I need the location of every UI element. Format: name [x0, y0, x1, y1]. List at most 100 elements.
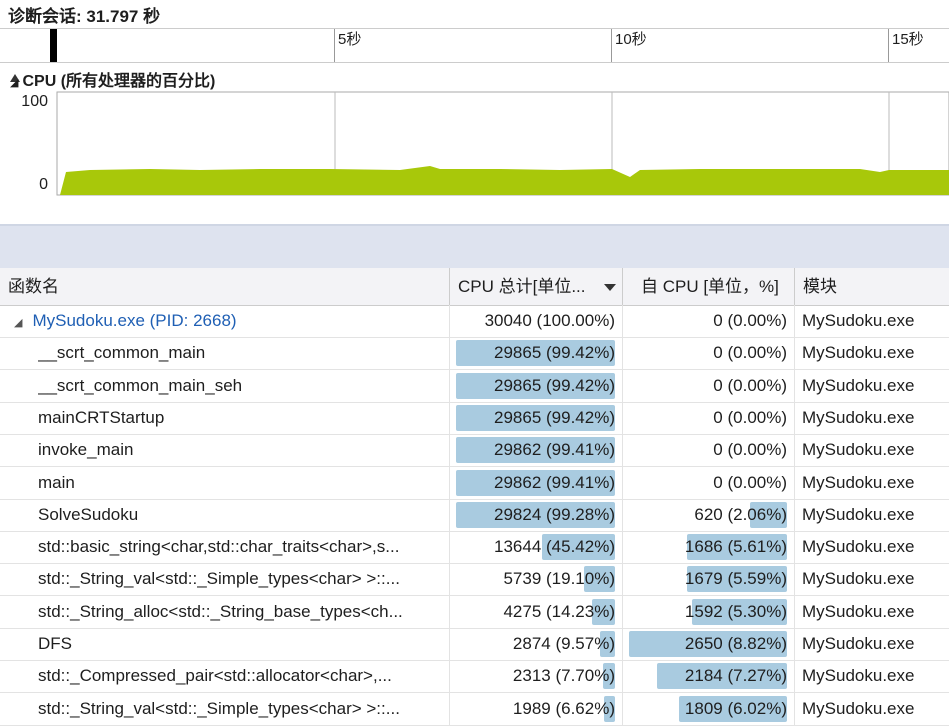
cpu-value: 1686 (5.61%): [685, 537, 787, 556]
module-cell: MySudoku.exe: [795, 596, 949, 628]
function-name: __scrt_common_main: [38, 337, 442, 369]
table-row[interactable]: __scrt_common_main 29865 (99.42%) 0 (0.00%…: [0, 337, 949, 370]
cpu-area: [60, 166, 949, 195]
function-cell: __scrt_common_main: [0, 337, 450, 369]
self-cell: 2184 (7.27%): [623, 660, 795, 692]
self-cell: 0 (0.00%): [623, 467, 795, 499]
cpu-title: ◢CPU (所有处理器的百分比): [10, 67, 215, 91]
cpu-value: 0 (0.00%): [713, 311, 787, 330]
expand-icon: ◢: [14, 317, 22, 329]
function-cell: std::_String_alloc<std::_String_base_typ…: [0, 596, 450, 628]
total-cell: 1989 (6.62%): [450, 693, 623, 725]
module-cell: MySudoku.exe: [795, 370, 949, 402]
total-cell: 29865 (99.42%): [450, 402, 623, 434]
cpu-value: 620 (2.06%): [694, 505, 787, 524]
self-cell: 0 (0.00%): [623, 434, 795, 466]
cpu-value: 5739 (19.10%): [503, 569, 615, 588]
self-cell: 0 (0.00%): [623, 337, 795, 369]
function-cell: mainCRTStartup: [0, 402, 450, 434]
function-cell: std::_Compressed_pair<std::allocator<cha…: [0, 660, 450, 692]
total-cell: 29862 (99.41%): [450, 467, 623, 499]
column-title: CPU 总计[单位...: [458, 277, 586, 296]
function-name: SolveSudoku: [38, 499, 442, 531]
time-tick: 5秒: [334, 29, 361, 62]
cpu-value: 1809 (6.02%): [685, 699, 787, 718]
self-cell: 0 (0.00%): [623, 402, 795, 434]
table-row[interactable]: mainCRTStartup 29865 (99.42%) 0 (0.00%)MyS…: [0, 402, 949, 435]
function-name: invoke_main: [38, 434, 442, 466]
cpu-value: 2313 (7.70%): [513, 666, 615, 685]
total-cell: 2874 (9.57%): [450, 628, 623, 660]
function-cell: DFS: [0, 628, 450, 660]
table-row[interactable]: std::basic_string<char,std::char_traits<…: [0, 531, 949, 564]
self-cell: 1592 (5.30%): [623, 596, 795, 628]
module-cell: MySudoku.exe: [795, 660, 949, 692]
function-cell: std::_String_val<std::_Simple_types<char…: [0, 693, 450, 725]
function-name: DFS: [38, 628, 442, 660]
cpu-value: 2874 (9.57%): [513, 634, 615, 653]
total-cell: 2313 (7.70%): [450, 660, 623, 692]
cpu-value: 13644 (45.42%): [494, 537, 615, 556]
table-row[interactable]: std::_Compressed_pair<std::allocator<cha…: [0, 660, 949, 693]
cpu-value: 2650 (8.82%): [685, 634, 787, 653]
column-header[interactable]: 自 CPU [单位，%]: [623, 268, 795, 305]
table-row[interactable]: std::_String_alloc<std::_String_base_typ…: [0, 596, 949, 629]
function-cell: ◢ MySudoku.exe (PID: 2668): [0, 305, 450, 337]
module-cell: MySudoku.exe: [795, 434, 949, 466]
self-cell: 2650 (8.82%): [623, 628, 795, 660]
cpu-value: 29824 (99.28%): [494, 505, 615, 524]
table-row[interactable]: ◢ MySudoku.exe (PID: 2668) 30040 (100.00%)…: [0, 305, 949, 338]
cpu-value: 0 (0.00%): [713, 440, 787, 459]
module-cell: MySudoku.exe: [795, 467, 949, 499]
separator-band: [0, 224, 949, 270]
table-row[interactable]: std::_String_val<std::_Simple_types<char…: [0, 693, 949, 726]
table-row[interactable]: DFS2874 (9.57%)2650 (8.82%)MySudoku.exe: [0, 628, 949, 661]
self-cell: 1809 (6.02%): [623, 693, 795, 725]
module-cell: MySudoku.exe: [795, 337, 949, 369]
total-cell: 29862 (99.41%): [450, 434, 623, 466]
function-cell: SolveSudoku: [0, 499, 450, 531]
total-cell: 4275 (14.23%): [450, 596, 623, 628]
function-cell: std::basic_string<char,std::char_traits<…: [0, 531, 450, 563]
table-row[interactable]: main 29862 (99.41%) 0 (0.00%)MySudoku.exe: [0, 467, 949, 500]
table-row[interactable]: SolveSudoku 29824 (99.28%) 620 (2.06%) MySu…: [0, 499, 949, 532]
function-name: main: [38, 467, 442, 499]
function-name: std::basic_string<char,std::char_traits<…: [38, 531, 442, 563]
table-row[interactable]: invoke_main29862 (99.41%) 0 (0.00%) MySudo…: [0, 434, 949, 467]
module-cell: MySudoku.exe: [795, 499, 949, 531]
function-name: MySudoku.exe (PID: 2668): [32, 311, 236, 330]
time-marker[interactable]: [50, 29, 57, 62]
total-cell: 29865 (99.42%): [450, 370, 623, 402]
table-header: 函数名 CPU 总计[单位... 自 CPU [单位，%] 模块: [0, 268, 949, 306]
function-name: std::_String_alloc<std::_String_base_typ…: [38, 596, 442, 628]
function-cell: invoke_main: [0, 434, 450, 466]
function-name: __scrt_common_main_seh: [38, 370, 442, 402]
table-row[interactable]: std::_String_val<std::_Simple_types<char…: [0, 563, 949, 596]
session-title: 诊断会话: 31.797 秒: [8, 2, 160, 27]
cpu-value: 1989 (6.62%): [513, 699, 615, 718]
time-tick: 15秒: [888, 29, 924, 62]
total-cell: 30040 (100.00%): [450, 305, 623, 337]
cpu-value: 29865 (99.42%): [494, 408, 615, 427]
module-cell: MySudoku.exe: [795, 402, 949, 434]
total-cell: 29824 (99.28%): [450, 499, 623, 531]
self-cell: 620 (2.06%): [623, 499, 795, 531]
cpu-value: 29865 (99.42%): [494, 343, 615, 362]
function-name: std::_String_val<std::_Simple_types<char…: [38, 693, 442, 725]
function-cell: std::_String_val<std::_Simple_types<char…: [0, 563, 450, 595]
cpu-value: 4275 (14.23%): [503, 602, 615, 621]
cpu-value: 29862 (99.41%): [494, 473, 615, 492]
self-cell: 0 (0.00%): [623, 305, 795, 337]
table-row[interactable]: __scrt_common_main_seh29865 (99.42%)0 (0…: [0, 370, 949, 403]
total-cell: 13644 (45.42%): [450, 531, 623, 563]
column-header[interactable]: 函数名: [0, 268, 450, 305]
axis-label: 0: [8, 176, 48, 194]
cpu-value: 0 (0.00%): [713, 343, 787, 362]
function-name: mainCRTStartup: [38, 402, 442, 434]
function-name: std::_Compressed_pair<std::allocator<cha…: [38, 660, 442, 692]
timeline-ruler: 5秒 10秒 15秒: [0, 28, 949, 63]
time-tick: 10秒: [611, 29, 647, 62]
column-header[interactable]: 模块: [795, 268, 949, 305]
function-name: std::_String_val<std::_Simple_types<char…: [38, 563, 442, 595]
column-header[interactable]: CPU 总计[单位...: [450, 268, 623, 305]
